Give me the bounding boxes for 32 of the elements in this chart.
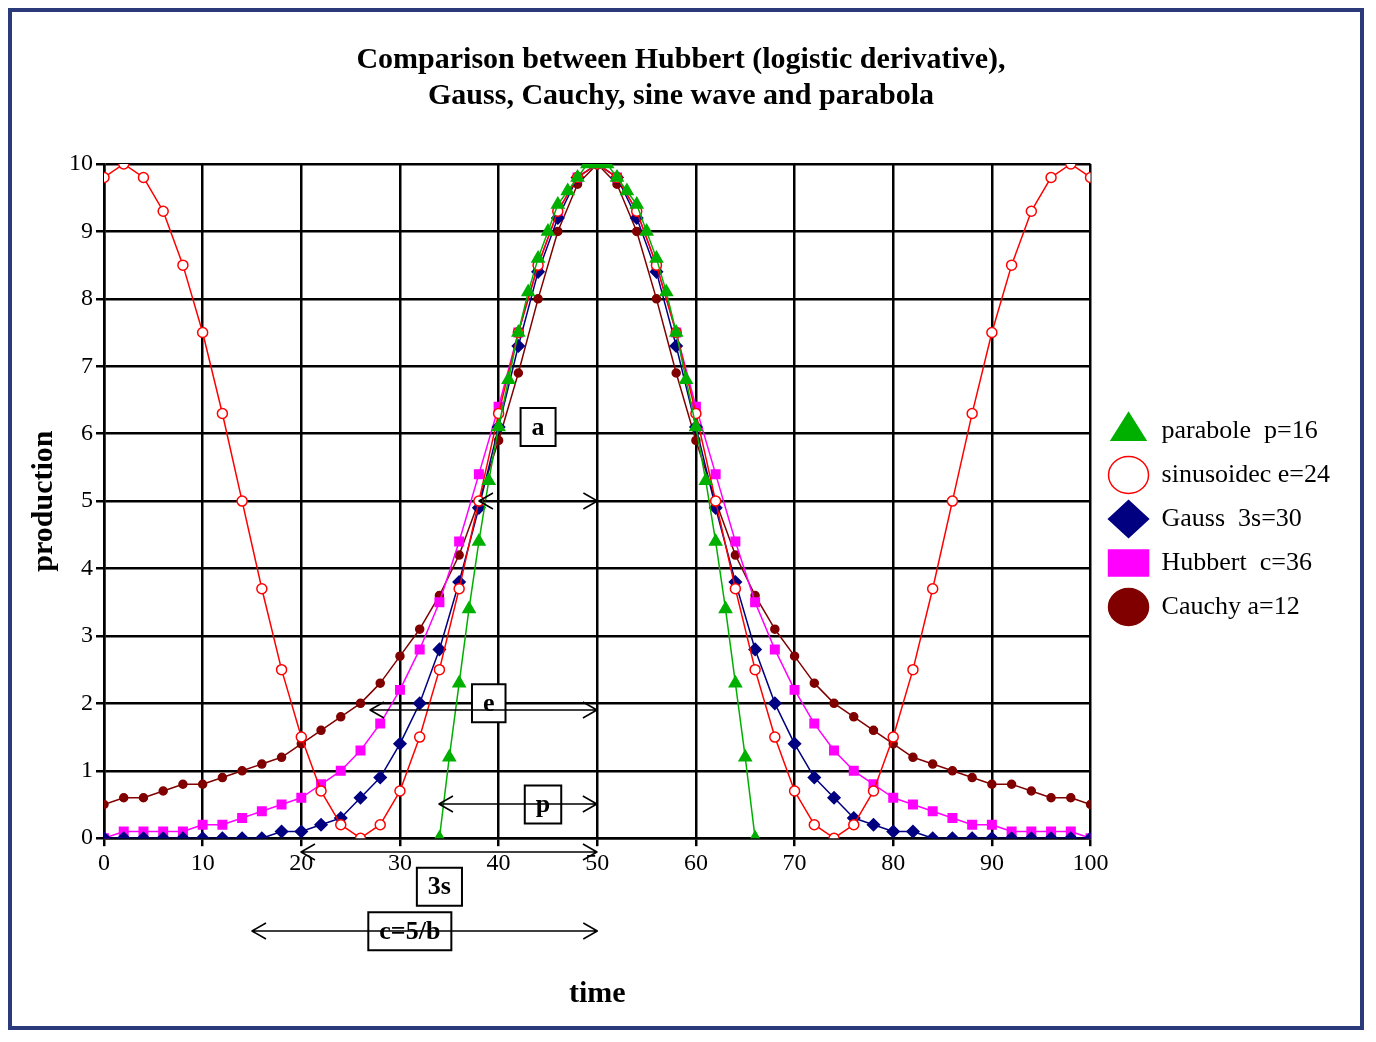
legend-label: sinusoidec e=24 xyxy=(1161,458,1330,488)
x-tick-label: 100 xyxy=(1072,848,1109,875)
x-axis-title: time xyxy=(568,974,626,1008)
x-tick-label: 30 xyxy=(387,848,412,875)
y-tick-label: 10 xyxy=(69,149,93,176)
y-tick-label: 4 xyxy=(81,553,93,580)
annotation: a xyxy=(531,411,545,441)
x-tick-label: 80 xyxy=(881,848,906,875)
y-tick-label: 1 xyxy=(81,756,93,783)
x-tick-label: 10 xyxy=(190,848,215,875)
x-tick-label: 50 xyxy=(585,848,610,875)
y-tick-label: 8 xyxy=(81,284,93,311)
legend-label: Cauchy a=12 xyxy=(1161,590,1300,620)
x-tick-label: 60 xyxy=(683,848,708,875)
y-tick-label: 5 xyxy=(81,486,93,513)
x-tick-label: 20 xyxy=(289,848,314,875)
legend-label: Hubbert c=36 xyxy=(1161,546,1312,576)
x-tick-label: 70 xyxy=(782,848,807,875)
y-axis-title: production xyxy=(24,430,58,572)
chart-title: Comparison between Hubbert (logistic derivative), Gauss, Cauchy, sine wave and parabola xyxy=(356,40,1006,110)
legend-label: parabole p=16 xyxy=(1161,414,1318,444)
y-tick-label: 6 xyxy=(81,418,93,445)
y-tick-label: 2 xyxy=(81,688,93,715)
y-tick-label: 9 xyxy=(81,216,93,243)
y-tick-label: 7 xyxy=(81,351,93,378)
x-tick-label: 90 xyxy=(979,848,1004,875)
x-tick-label: 0 xyxy=(98,848,110,875)
text: 3s xyxy=(427,871,451,901)
y-tick-label: 3 xyxy=(81,621,93,648)
legend-label: Gauss 3s=30 xyxy=(1161,502,1302,532)
y-tick-label: 0 xyxy=(81,823,93,850)
x-tick-label: 40 xyxy=(486,848,511,875)
